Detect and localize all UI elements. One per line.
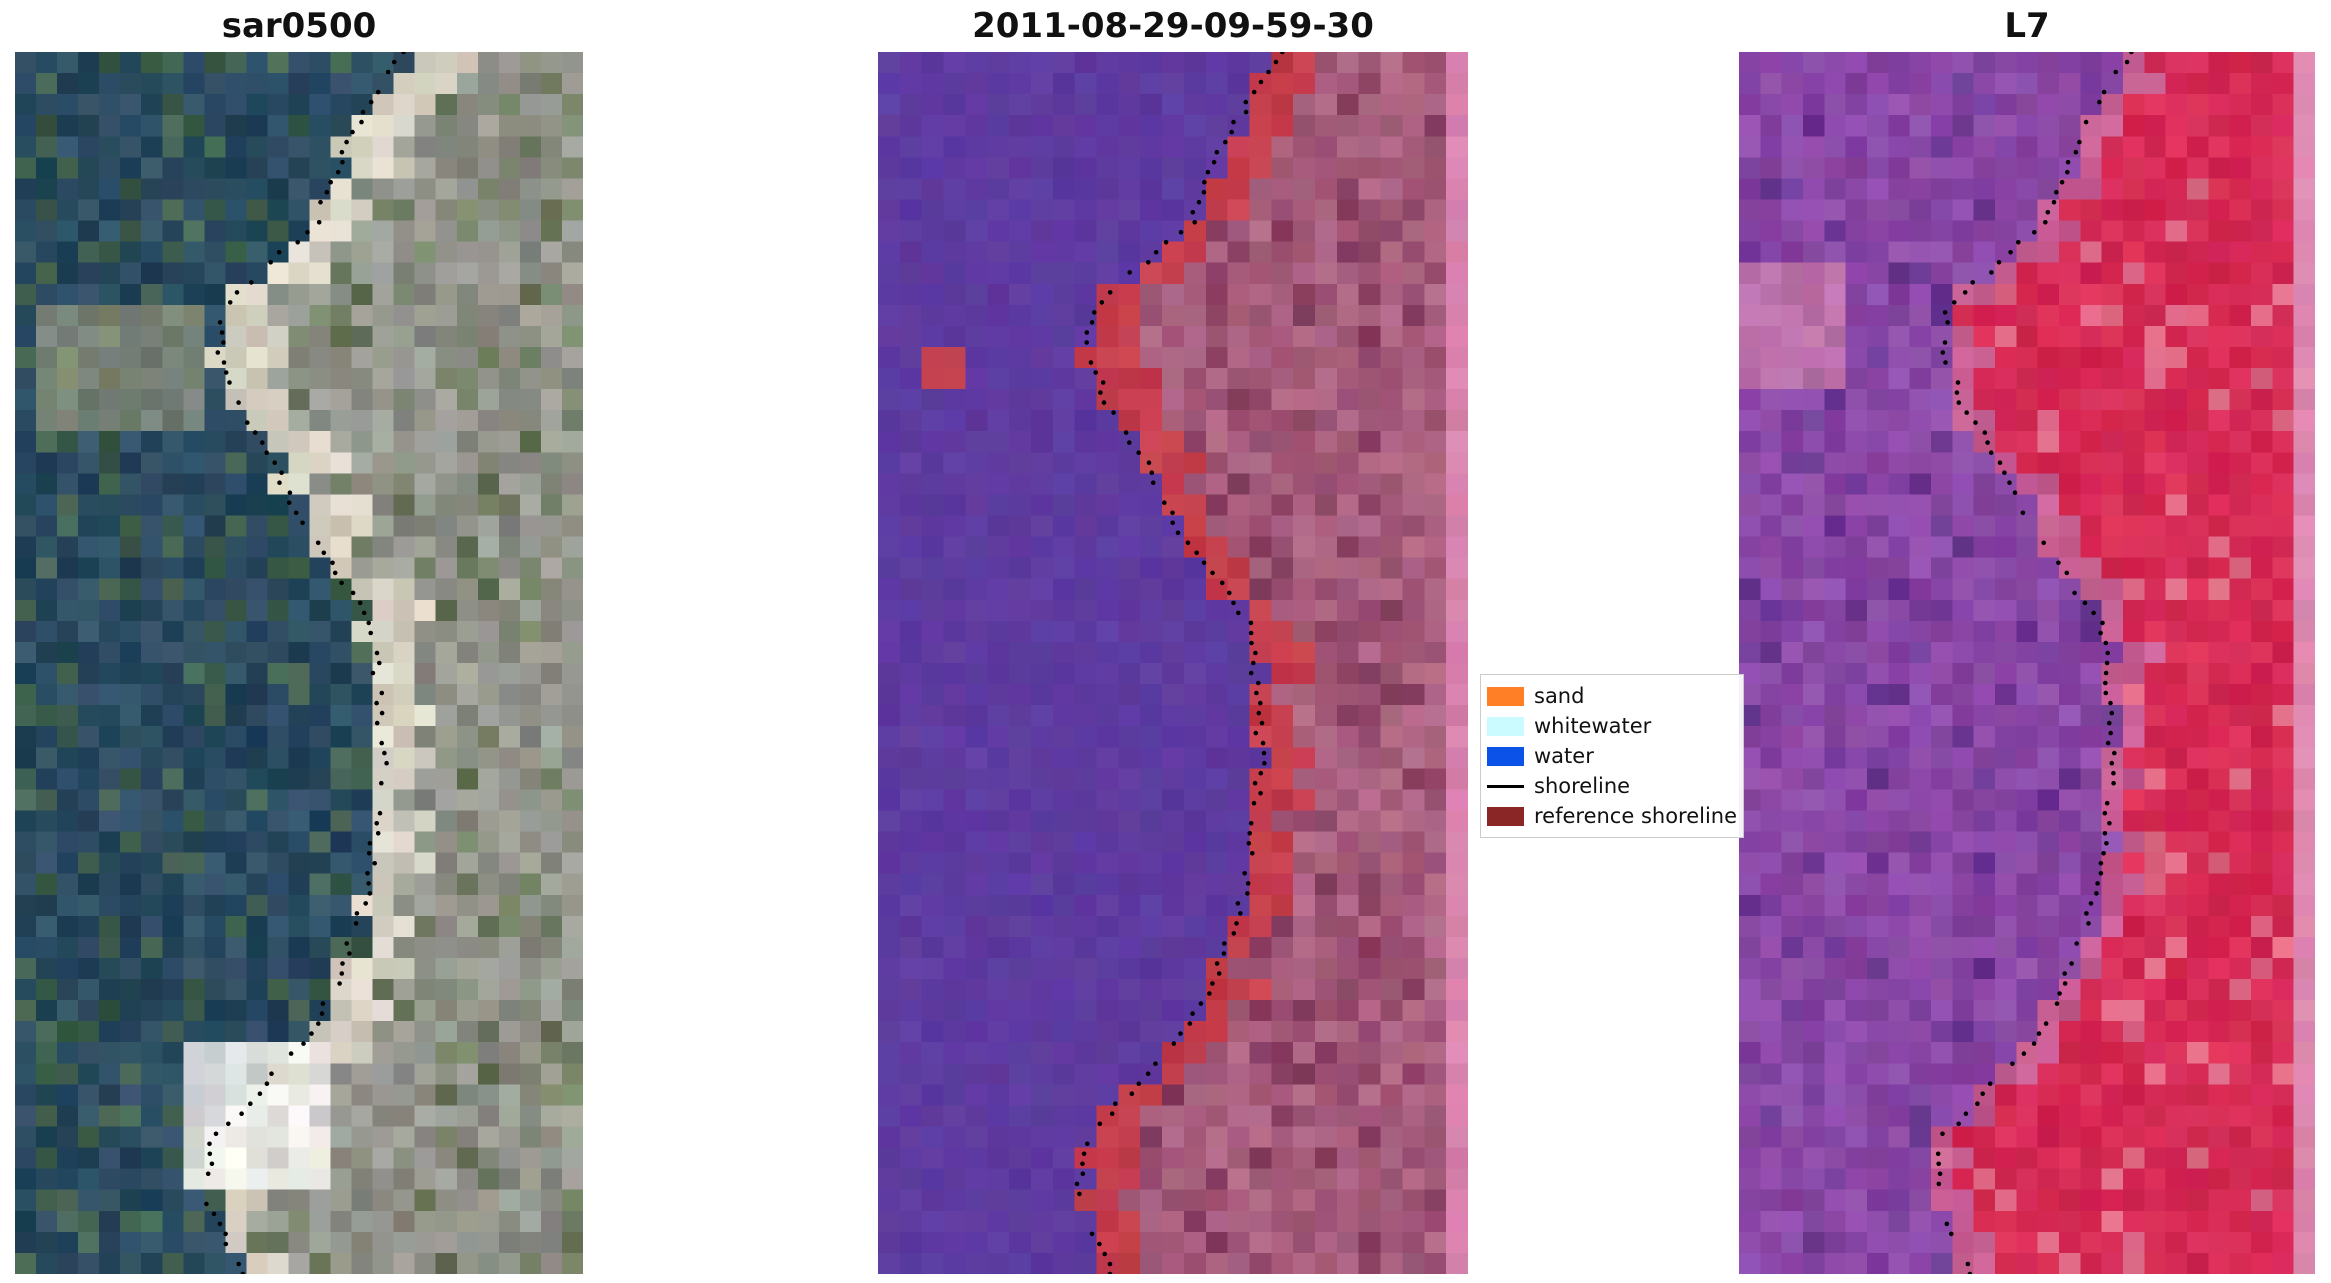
panel-l7-image [1739,52,2315,1274]
classified-image-canvas [878,52,1468,1274]
legend-swatch [1487,784,1524,788]
panel-title-sar0500: sar0500 [221,6,377,46]
legend-item: shoreline [1487,771,1739,801]
legend-item-label: whitewater [1534,714,1652,738]
legend-swatch [1487,806,1524,826]
legend-item: reference shoreline [1487,801,1739,831]
legend-item-label: sand [1534,684,1585,708]
panel-title-l7: L7 [2004,6,2050,46]
panel-title-classified-date: 2011-08-29-09-59-30 [972,6,1374,46]
legend-item-label: reference shoreline [1534,804,1738,828]
legend-swatch [1487,716,1524,736]
legend-item-label: shoreline [1534,774,1631,798]
legend-item: sand [1487,681,1739,711]
panel-classified-image [878,52,1468,1274]
legend-swatch [1487,746,1524,766]
legend: sand whitewater water shoreline referenc… [1480,674,1744,838]
legend-item-label: water [1534,744,1594,768]
panel-sar0500-image [15,52,583,1274]
legend-swatch [1487,686,1524,706]
legend-item: water [1487,741,1739,771]
l7-image-canvas [1739,52,2315,1274]
legend-item: whitewater [1487,711,1739,741]
sar0500-image-canvas [15,52,583,1274]
